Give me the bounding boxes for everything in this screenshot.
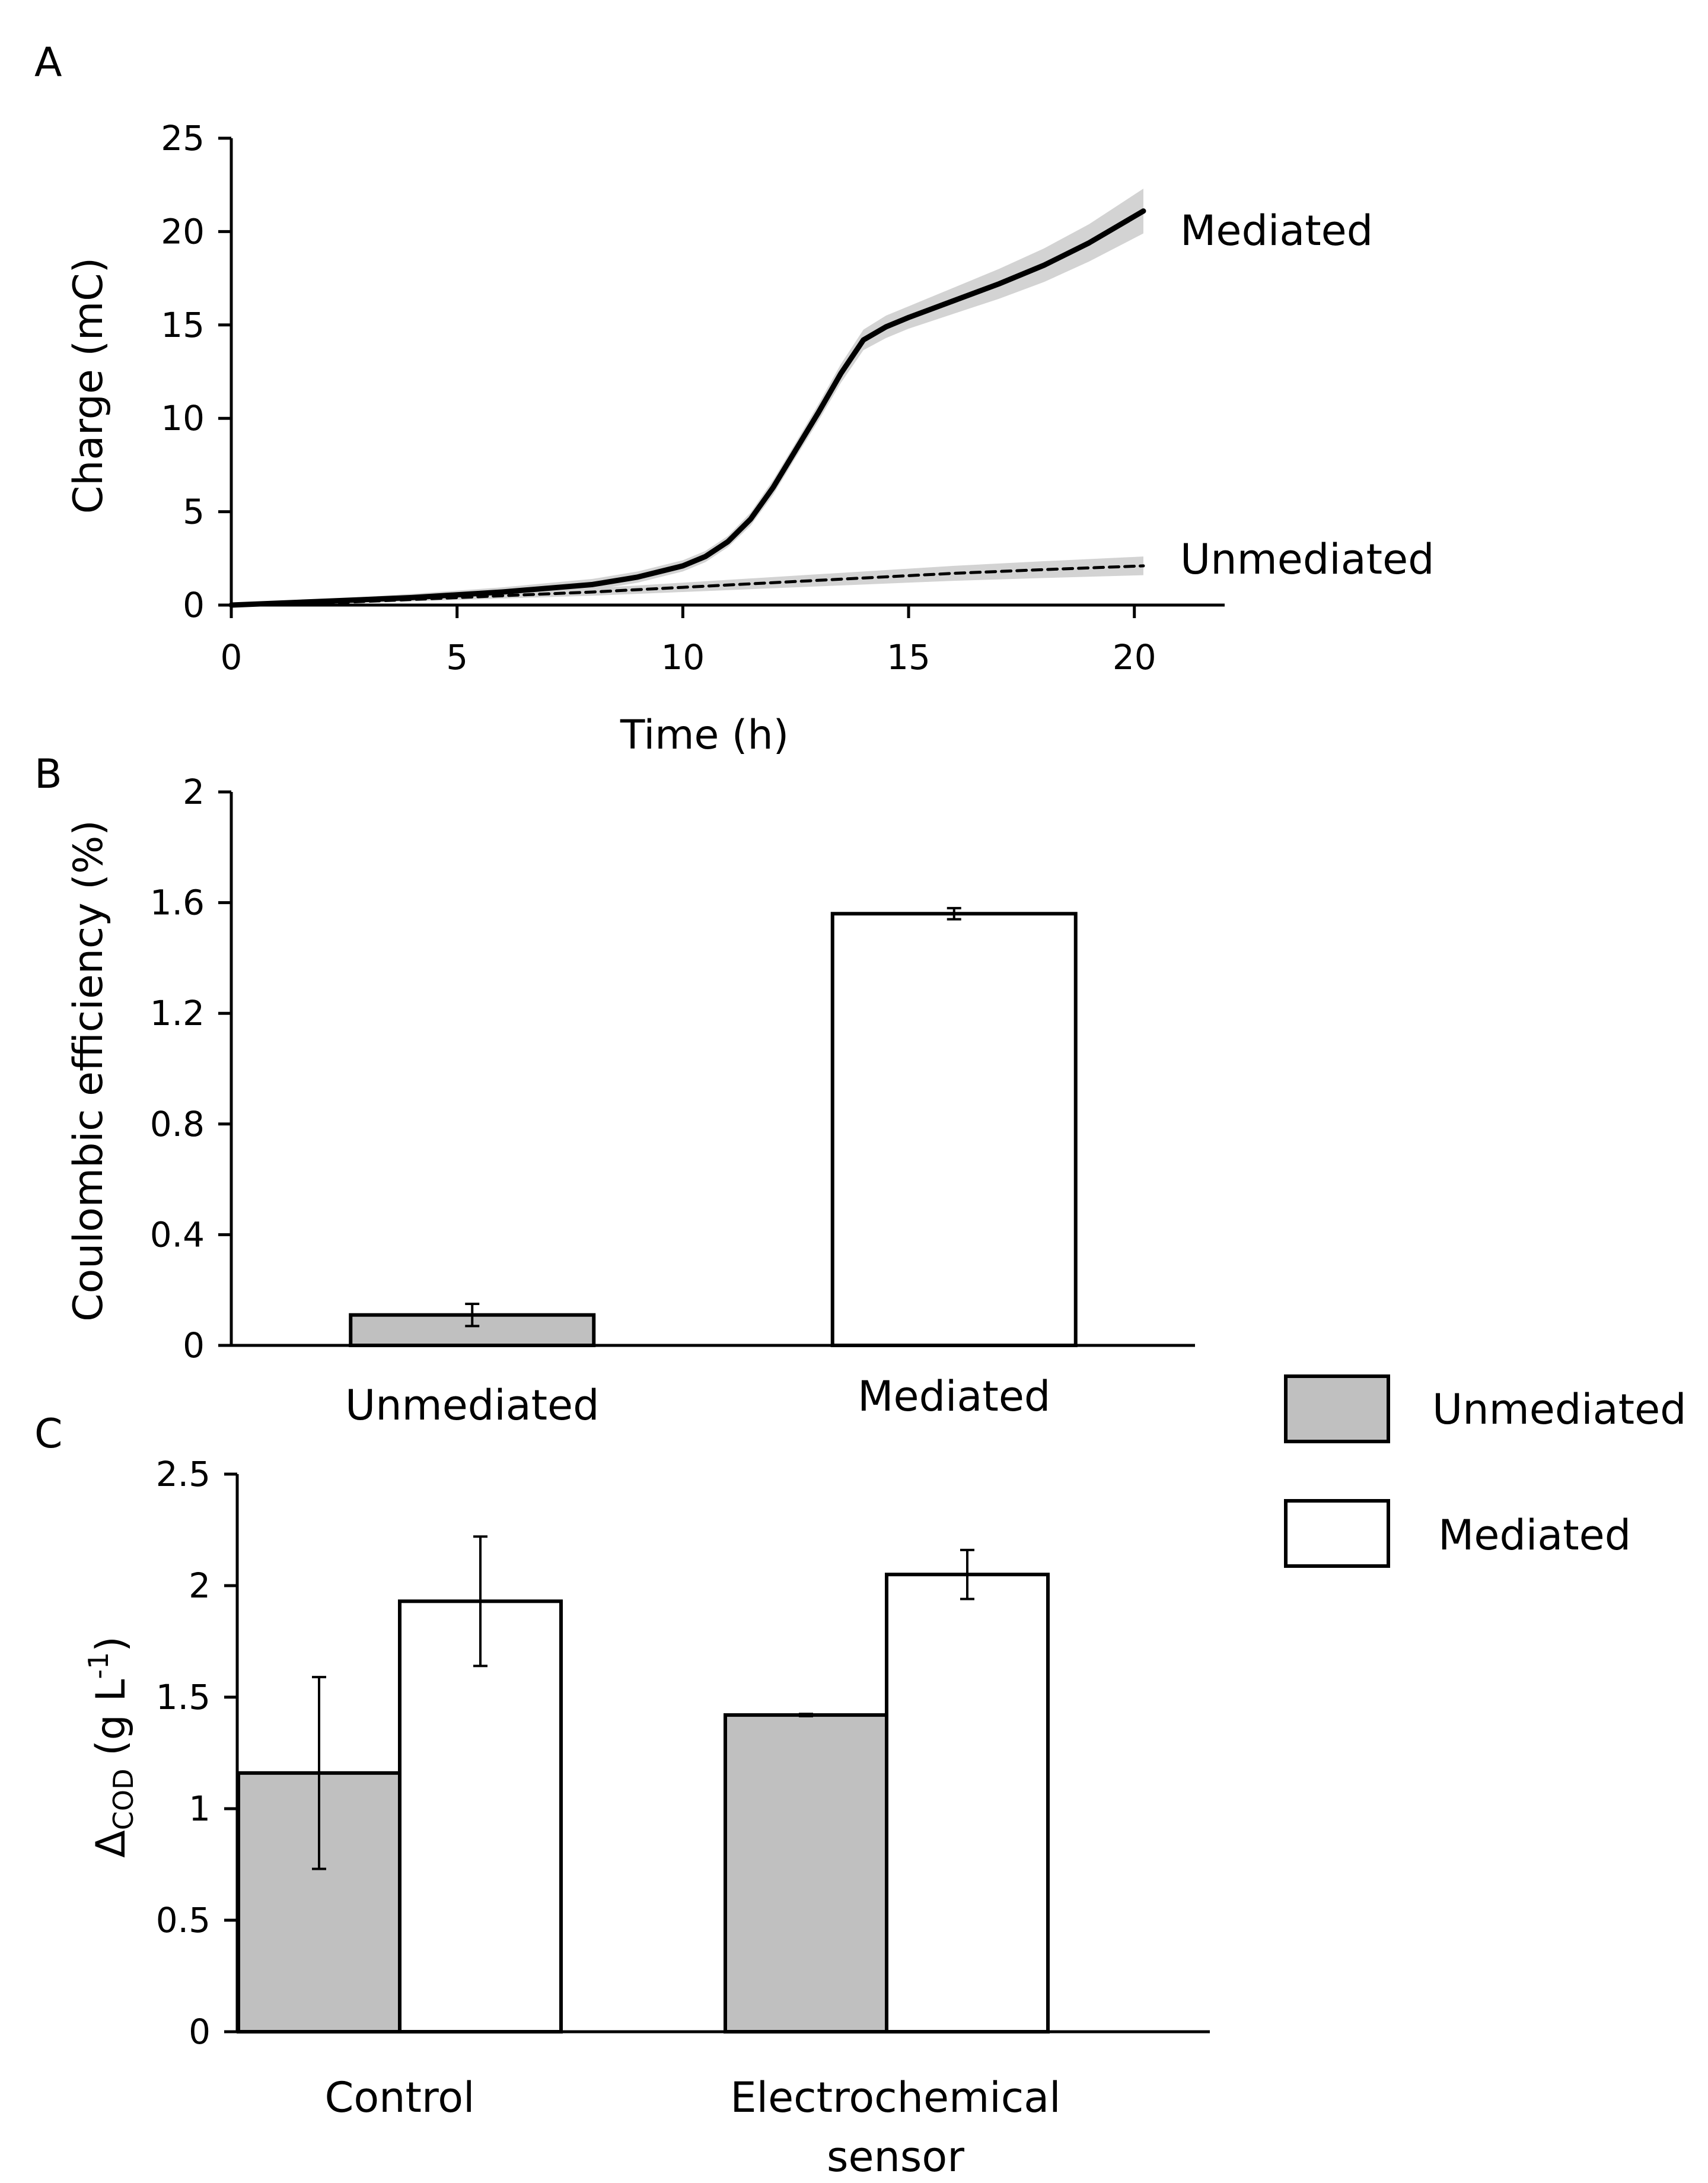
y-axis-title-end: ) (88, 1636, 135, 1652)
y-axis-title: Charge (mC) (65, 257, 112, 514)
y-axis-title: ΔCOD (g L-1) (82, 1636, 139, 1858)
y-tick-label: 0.8 (150, 1104, 205, 1144)
category-label: Control (324, 2073, 474, 2122)
panel-c-grouped-bar-chart: C 0 0.5 1 1.5 2 2.5 Control Electrochemical sen… (34, 1411, 1210, 2181)
y-tick-label: 2 (189, 1565, 211, 1606)
series-annotation-mediated: Mediated (1180, 206, 1373, 255)
series-lines (228, 208, 1146, 608)
panel-a-line-chart: A 0 5 10 15 20 25 0 5 10 15 20 Charge (mC) Time (h… (34, 39, 1435, 759)
band-unmediated (231, 556, 1143, 605)
category-label: Mediated (858, 1372, 1050, 1421)
bars (349, 906, 1078, 1348)
legend-swatch-mediated (1284, 1499, 1390, 1568)
tick-labels: 0 0.4 0.8 1.2 1.6 2 (150, 772, 205, 1366)
category-labels: Unmediated Mediated (345, 1372, 1050, 1430)
y-tick-label: 0.4 (150, 1214, 205, 1255)
y-tick-label: 0 (189, 2012, 211, 2052)
x-axis-title: Time (h) (620, 712, 789, 759)
panel-b-bar-chart: B 0 0.4 0.8 1.2 1.6 2 Unmediated Mediated Coul… (34, 751, 1195, 1430)
bar-unmediated (349, 1313, 596, 1348)
y-tick-label: 10 (161, 398, 205, 438)
series-line-unmediated (230, 564, 1145, 607)
y-tick-label: 0 (183, 1325, 205, 1366)
y-tick-label: 0.5 (156, 1900, 211, 1940)
tick-labels: 0 5 10 15 20 25 0 5 10 15 20 (161, 118, 1156, 677)
y-axis-title-superscript: -1 (82, 1652, 114, 1679)
y-tick-label: 15 (161, 305, 205, 345)
category-label: Unmediated (345, 1381, 600, 1430)
bar-mediated-electrochemical-sensor (885, 1573, 1050, 2034)
x-tick-label: 0 (221, 637, 243, 677)
y-axis-title-units: (g L (88, 1679, 135, 1769)
panel-label-a: A (34, 39, 62, 86)
legend-label-unmediated: Unmediated (1432, 1385, 1687, 1434)
y-axis-title-subscript: COD (107, 1768, 139, 1830)
x-tick-label: 15 (887, 637, 931, 677)
bar-mediated (830, 912, 1078, 1347)
legend: Unmediated Mediated (1284, 1374, 1687, 1568)
panel-label-b: B (34, 751, 62, 798)
y-tick-label: 1.2 (150, 993, 205, 1033)
y-tick-label: 2 (183, 772, 205, 812)
x-tick-label: 5 (446, 637, 468, 677)
y-tick-label: 0 (183, 585, 205, 625)
y-tick-label: 2.5 (156, 1454, 211, 1494)
bar-unmediated-electrochemical-sensor (724, 1713, 888, 2034)
series-annotation-unmediated: Unmediated (1180, 535, 1435, 584)
panel-label-c: C (34, 1411, 62, 1458)
y-axis-title: Coulombic efficiency (%) (65, 820, 112, 1322)
legend-swatch-unmediated (1284, 1374, 1390, 1443)
y-tick-label: 20 (161, 211, 205, 252)
series-line-mediated (228, 208, 1146, 608)
y-tick-label: 1.5 (156, 1677, 211, 1717)
y-tick-label: 1 (189, 1789, 211, 1829)
y-tick-label: 1.6 (150, 883, 205, 923)
category-label: Electrochemical (730, 2073, 1060, 2122)
y-tick-label: 5 (183, 492, 205, 532)
axes (218, 136, 1225, 618)
x-tick-label: 10 (661, 637, 705, 677)
y-axis-title-main: Δ (88, 1830, 135, 1858)
category-label: sensor (827, 2133, 964, 2181)
y-tick-label: 25 (161, 118, 205, 158)
bar-mediated-control (398, 1599, 563, 2034)
category-labels: Control Electrochemical sensor (324, 2073, 1060, 2181)
tick-labels: 0 0.5 1 1.5 2 2.5 (156, 1454, 211, 2052)
legend-label-mediated: Mediated (1438, 1511, 1631, 1560)
bars (237, 1535, 1050, 2034)
confidence-bands (231, 188, 1143, 606)
x-tick-label: 20 (1113, 637, 1156, 677)
band-mediated (231, 188, 1143, 606)
